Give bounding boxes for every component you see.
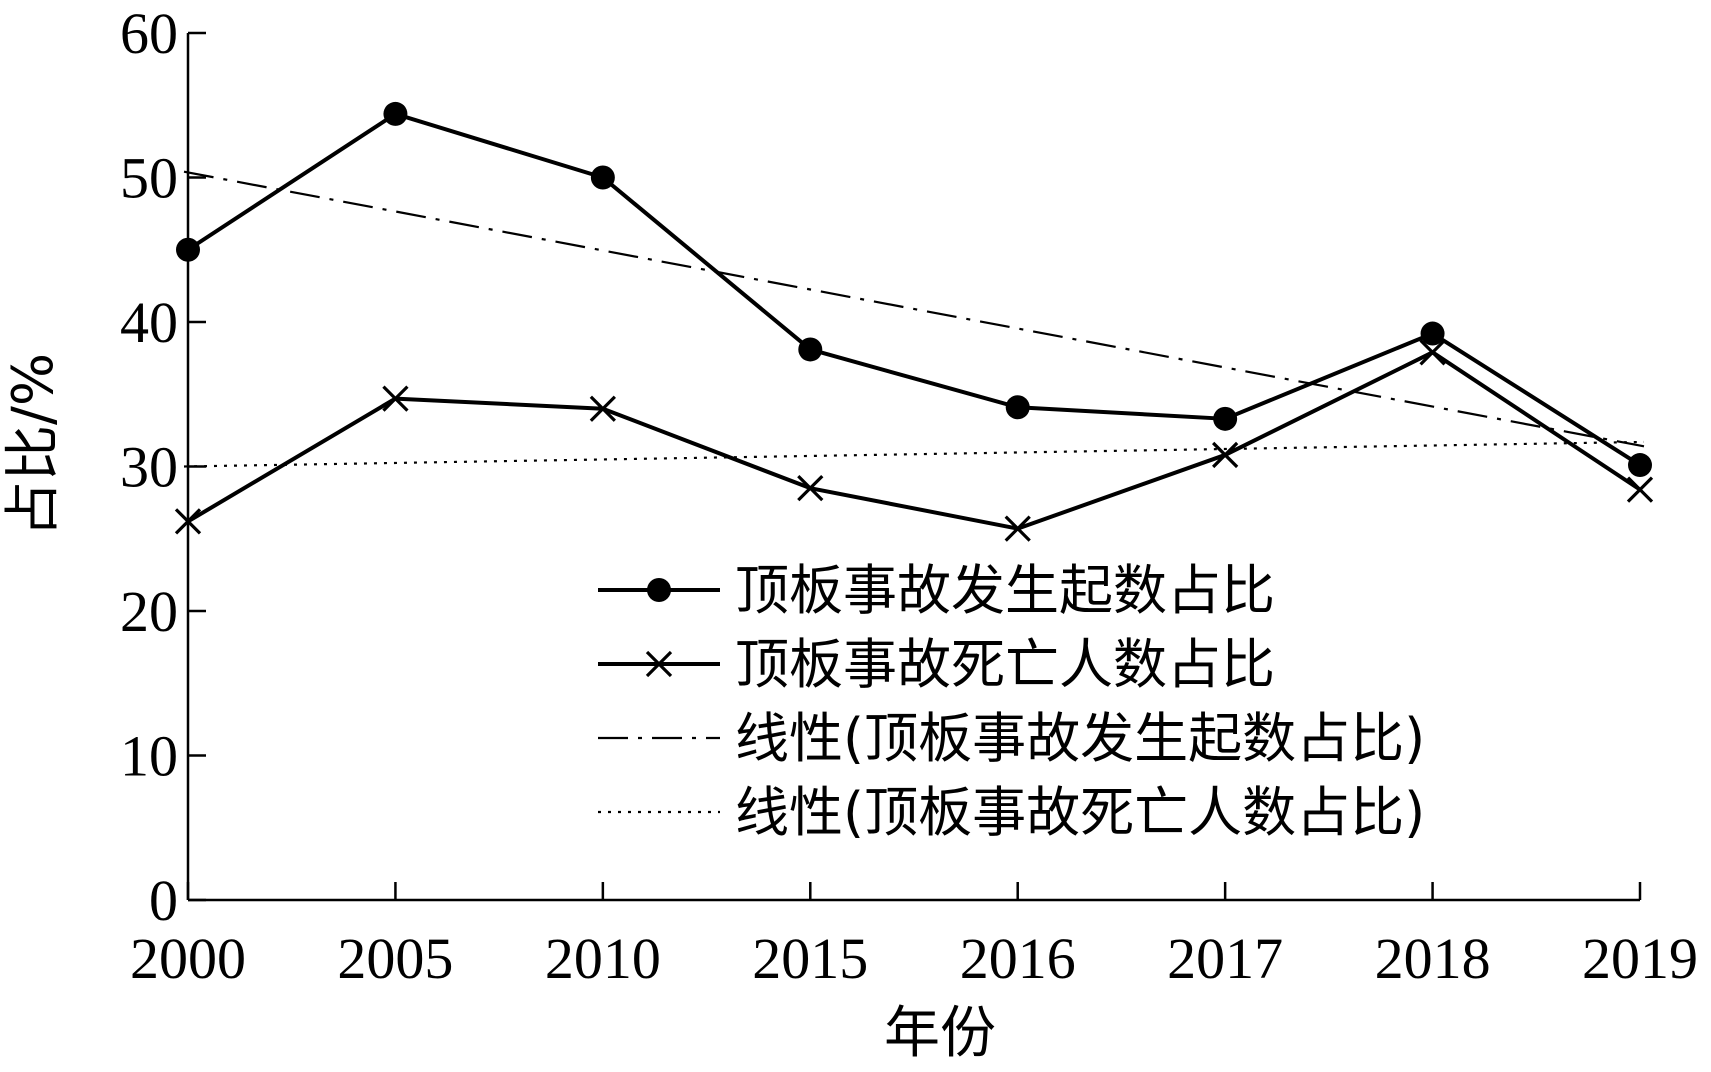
x-tick-label: 2015 xyxy=(752,926,868,991)
circle-marker xyxy=(383,101,408,126)
series-1 xyxy=(176,101,1652,478)
x-marker xyxy=(1004,515,1031,542)
x-tick-label: 2018 xyxy=(1375,926,1491,991)
legend-item-1: 顶板事故发生起数占比 xyxy=(598,559,1275,622)
circle-marker xyxy=(1005,395,1030,420)
legend-item-3: 线性(顶板事故发生起数占比) xyxy=(598,707,1425,770)
circle-marker xyxy=(798,337,823,362)
legend-item-2: 顶板事故死亡人数占比 xyxy=(598,633,1275,696)
legend-label: 顶板事故发生起数占比 xyxy=(735,559,1275,622)
trend-line xyxy=(183,440,1645,468)
x-marker xyxy=(589,395,616,422)
series-4 xyxy=(183,440,1645,468)
x-tick-label: 2005 xyxy=(337,926,453,991)
circle-marker xyxy=(647,578,671,602)
x-tick-label: 2019 xyxy=(1582,926,1698,991)
circle-marker xyxy=(590,165,615,190)
x-marker xyxy=(1419,339,1446,366)
y-tick-label: 50 xyxy=(120,146,178,211)
y-axis-title: 占比/% xyxy=(1,353,66,537)
x-marker xyxy=(645,650,673,678)
legend-item-4: 线性(顶板事故死亡人数占比) xyxy=(598,781,1425,844)
series-line xyxy=(186,111,1642,467)
axes: 0 10 20 30 40 50 60 2000 2005 2010 2015 2016 2017 201… xyxy=(120,1,1698,991)
y-tick-label: 40 xyxy=(120,290,178,355)
x-marker xyxy=(1626,476,1654,503)
x-marker xyxy=(174,508,202,535)
series-2 xyxy=(174,339,1654,542)
y-tick-label: 0 xyxy=(149,868,178,933)
x-marker xyxy=(797,475,824,502)
circle-marker xyxy=(176,237,200,262)
legend-label: 顶板事故死亡人数占比 xyxy=(735,633,1275,696)
circle-marker xyxy=(1213,406,1238,431)
x-marker xyxy=(382,385,409,412)
x-marker xyxy=(1212,441,1239,469)
x-tick-label: 2016 xyxy=(960,926,1076,991)
series-layer xyxy=(174,101,1654,542)
x-tick-label: 2017 xyxy=(1167,926,1283,991)
legend-label: 线性(顶板事故发生起数占比) xyxy=(735,707,1425,770)
y-tick-label: 10 xyxy=(120,724,178,789)
trend-line xyxy=(183,170,1645,448)
circle-marker xyxy=(1628,453,1652,478)
y-tick-label: 20 xyxy=(120,579,178,644)
y-tick-label: 60 xyxy=(120,1,178,66)
x-axis-title: 年份 xyxy=(884,1001,996,1066)
legend-label: 线性(顶板事故死亡人数占比) xyxy=(735,781,1425,844)
x-tick-label: 2000 xyxy=(130,926,246,991)
x-tick-label: 2010 xyxy=(545,926,661,991)
series-line xyxy=(186,350,1642,531)
y-tick-label: 30 xyxy=(120,435,178,500)
series-3 xyxy=(183,170,1645,448)
circle-marker xyxy=(1420,321,1445,346)
